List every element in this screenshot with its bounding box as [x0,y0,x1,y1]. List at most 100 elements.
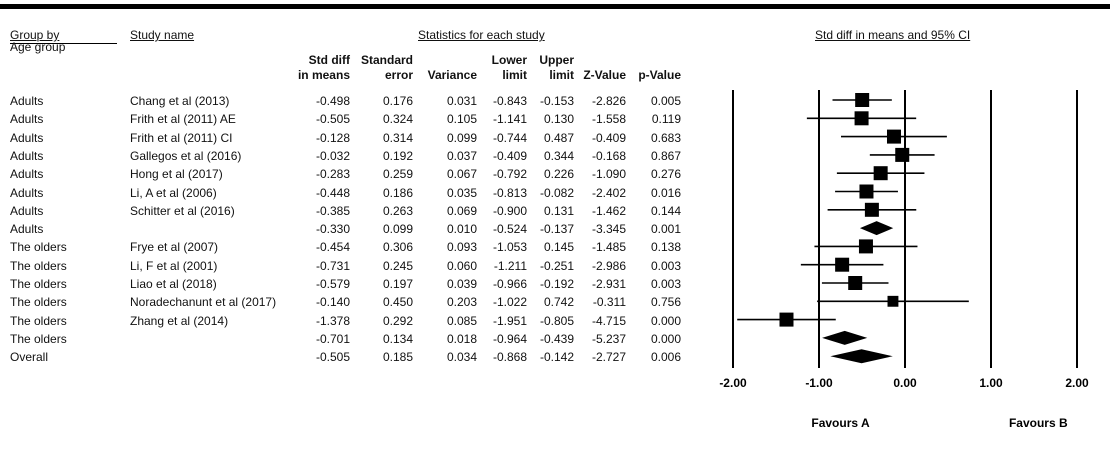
lower-header-line: Lower [491,53,527,67]
upper-cell: -0.251 [539,258,574,273]
lower-header: Lower limit [457,53,527,83]
var-cell: 0.105 [446,112,477,127]
z-cell: -0.311 [592,295,626,310]
upper-cell: -0.137 [539,222,574,237]
summary-diamond [830,349,893,364]
lower-cell: -1.053 [492,240,527,255]
var-cell: 0.099 [446,130,477,145]
smd-cell: -0.128 [315,130,350,145]
group-cell: Adults [10,148,44,163]
var-cell: 0.018 [446,331,477,346]
var-cell: 0.085 [446,313,477,328]
group-cell: The olders [10,331,67,346]
p-cell: 0.006 [650,350,681,365]
x-tick-label: -1.00 [805,376,833,390]
group-cell: Adults [10,130,44,145]
p-header: p-Value [611,53,681,83]
group-cell: Adults [10,112,44,127]
study-cell: Li, F et al (2001) [130,258,218,273]
study-cell: Schitter et al (2016) [130,203,235,218]
x-tick-label: 0.00 [893,376,917,390]
se-header-line: Standard [360,53,413,67]
z-cell: -2.931 [591,277,626,291]
point-estimate-square [886,129,901,144]
z-cell: -5.237 [591,331,626,346]
point-estimate-square [895,147,910,162]
var-cell: 0.039 [446,277,477,291]
lower-cell: -0.900 [492,203,527,218]
group-cell: Adults [10,167,44,182]
z-cell: -3.345 [591,222,626,237]
favours-a-label: Favours A [811,416,870,430]
study-cell: Zhang et al (2014) [130,313,229,328]
study-cell: Frith et al (2011) CI [130,130,233,145]
p-cell: 0.000 [650,313,681,328]
upper-header-line: Upper [539,53,574,67]
smd-cell: -0.505 [315,112,350,127]
upper-cell: 0.344 [543,148,574,163]
upper-cell: 0.226 [543,167,574,182]
smd-cell: -0.701 [315,331,350,346]
z-cell: -2.826 [591,94,626,108]
z-header-line: Z-Value [583,68,626,82]
upper-header-line: limit [549,68,574,82]
lower-cell: -0.966 [492,277,527,291]
group-by-header: Group by [10,28,60,42]
group-cell: The olders [10,295,67,310]
se-cell: 0.314 [382,130,413,145]
se-cell: 0.185 [382,350,413,365]
lower-cell: -0.964 [492,331,527,346]
study-cell: Gallegos et al (2016) [130,148,242,163]
upper-cell: -0.192 [539,277,574,291]
point-estimate-square [855,93,870,107]
variance-header: Variance [407,53,477,83]
smd-cell: -0.579 [315,277,350,291]
summary-diamond [822,330,868,345]
x-tick-label: 2.00 [1065,376,1089,390]
group-cell: The olders [10,258,67,273]
var-cell: 0.067 [446,167,477,182]
p-header-line: p-Value [638,68,681,82]
smd-cell: -0.330 [315,222,350,237]
study-cell: Frye et al (2007) [130,240,219,255]
upper-cell: 0.145 [543,240,574,255]
point-estimate-square [854,111,869,126]
point-estimate-square [887,295,899,307]
se-cell: 0.245 [382,258,413,273]
smd-cell: -0.498 [315,94,350,108]
upper-cell: -0.082 [539,185,574,200]
study-cell: Noradechanunt et al (2017) [130,295,277,310]
p-cell: 0.001 [650,222,681,237]
p-cell: 0.119 [651,112,681,127]
group-cell: Adults [10,185,44,200]
upper-cell: 0.130 [543,112,574,127]
upper-cell: -0.142 [539,350,574,365]
smd-cell: -0.032 [315,148,350,163]
point-estimate-square [835,257,850,272]
lower-cell: -0.813 [492,185,527,200]
summary-diamond [859,221,894,236]
favours-b-label: Favours B [1009,416,1068,430]
variance-header-line: Variance [427,68,477,82]
se-cell: 0.306 [382,240,413,255]
group-cell: Overall [10,350,49,365]
z-cell: -1.462 [591,203,626,218]
se-cell: 0.197 [382,277,413,291]
z-cell: -0.168 [591,148,626,163]
z-cell: -0.409 [591,130,626,145]
smd-cell: -0.731 [315,258,350,273]
z-cell: -1.090 [591,167,626,182]
se-cell: 0.186 [382,185,413,200]
point-estimate-square [858,239,873,254]
p-cell: 0.016 [650,185,681,200]
var-cell: 0.034 [446,350,477,365]
z-cell: -4.715 [591,313,626,328]
var-cell: 0.069 [446,203,477,218]
smd-cell: -0.454 [315,240,350,255]
group-cell: The olders [10,277,67,291]
x-tick-label: -2.00 [719,376,747,390]
group-cell: The olders [10,240,67,255]
upper-cell: 0.131 [543,203,574,218]
z-cell: -1.558 [591,112,626,127]
lower-cell: -0.409 [492,148,527,163]
